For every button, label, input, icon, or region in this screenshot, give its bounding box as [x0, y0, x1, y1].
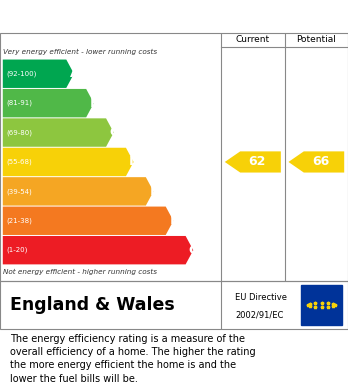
- Text: G: G: [189, 244, 199, 256]
- Text: B: B: [89, 97, 100, 109]
- Text: (92-100): (92-100): [6, 70, 37, 77]
- Polygon shape: [3, 236, 193, 264]
- Polygon shape: [3, 206, 173, 235]
- Text: E: E: [150, 185, 159, 198]
- Text: 66: 66: [312, 156, 329, 169]
- Polygon shape: [3, 118, 114, 147]
- Text: 2002/91/EC: 2002/91/EC: [235, 310, 283, 319]
- Text: (21-38): (21-38): [6, 217, 32, 224]
- Text: EU Directive: EU Directive: [235, 293, 287, 302]
- Text: (69-80): (69-80): [6, 129, 32, 136]
- Text: Energy Efficiency Rating: Energy Efficiency Rating: [10, 9, 220, 24]
- Text: (1-20): (1-20): [6, 247, 27, 253]
- Text: F: F: [169, 214, 179, 227]
- Text: D: D: [129, 156, 140, 169]
- Text: (55-68): (55-68): [6, 159, 32, 165]
- Text: C: C: [110, 126, 119, 139]
- Text: 62: 62: [248, 156, 266, 169]
- Text: Potential: Potential: [296, 36, 336, 45]
- Text: (39-54): (39-54): [6, 188, 32, 195]
- Text: Not energy efficient - higher running costs: Not energy efficient - higher running co…: [3, 269, 158, 275]
- Text: Current: Current: [236, 36, 270, 45]
- Polygon shape: [3, 59, 74, 88]
- Text: A: A: [70, 67, 80, 80]
- Polygon shape: [3, 148, 134, 176]
- Polygon shape: [3, 89, 94, 117]
- Text: The energy efficiency rating is a measure of the
overall efficiency of a home. T: The energy efficiency rating is a measur…: [10, 334, 256, 384]
- Polygon shape: [225, 151, 281, 172]
- Text: (81-91): (81-91): [6, 100, 32, 106]
- Text: England & Wales: England & Wales: [10, 296, 175, 314]
- Bar: [301, 285, 342, 325]
- Polygon shape: [288, 151, 344, 172]
- Polygon shape: [3, 177, 153, 206]
- Text: Very energy efficient - lower running costs: Very energy efficient - lower running co…: [3, 48, 158, 55]
